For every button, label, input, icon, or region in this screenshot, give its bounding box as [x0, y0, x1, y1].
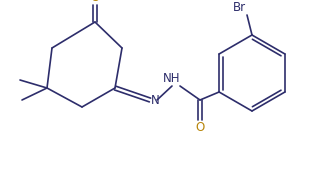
Text: O: O — [90, 0, 99, 4]
Text: N: N — [151, 93, 160, 107]
Text: NH: NH — [163, 72, 181, 85]
Text: O: O — [195, 121, 205, 134]
Text: Br: Br — [233, 1, 246, 14]
